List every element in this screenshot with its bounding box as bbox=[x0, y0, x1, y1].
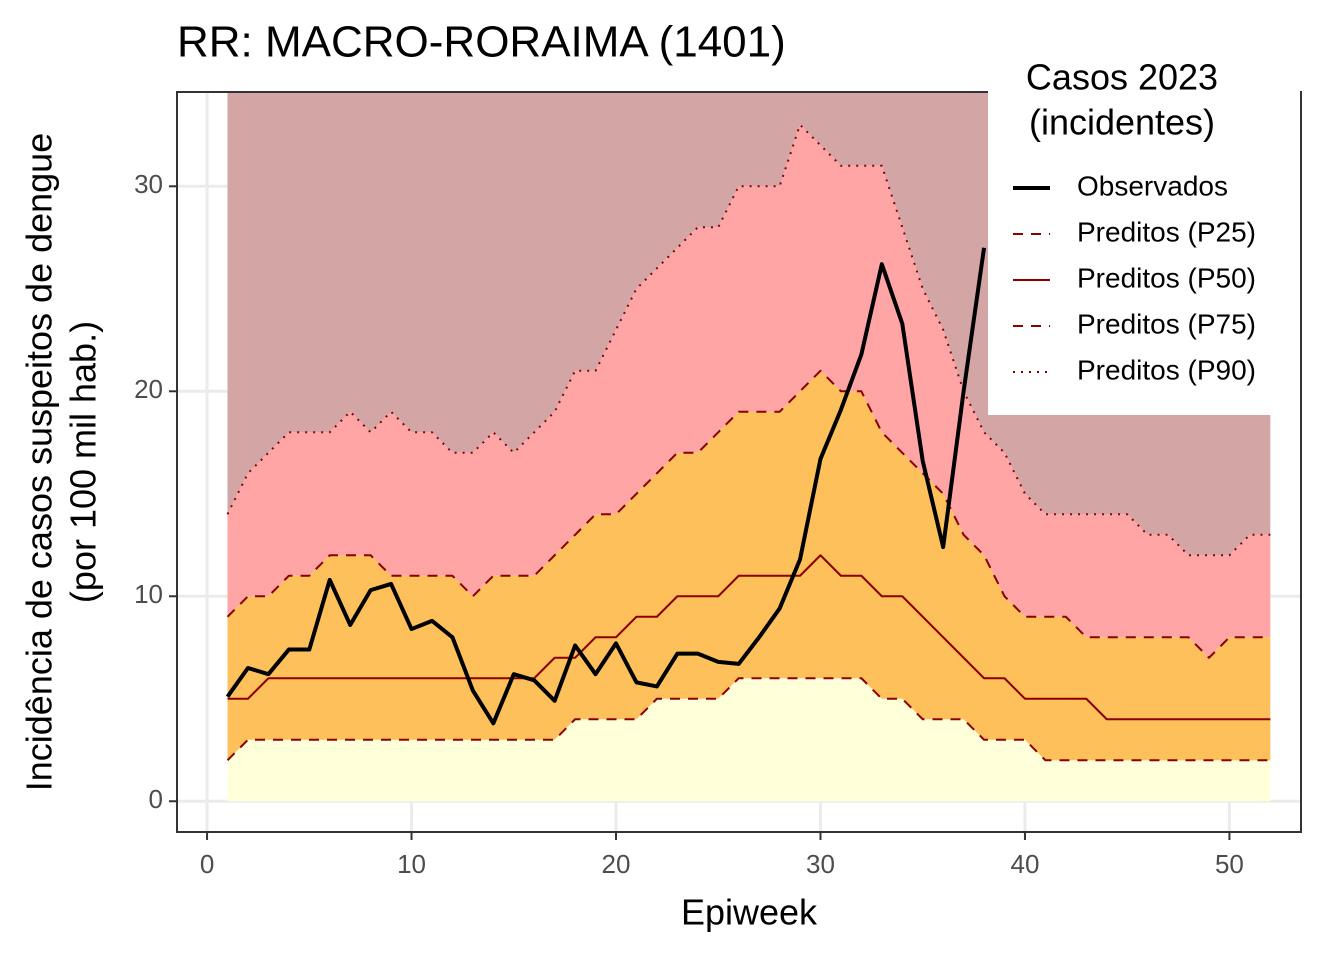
x-axis-label: Epiweek bbox=[681, 892, 818, 933]
legend-label: Preditos (P25) bbox=[1077, 216, 1256, 247]
chart-title: RR: MACRO-RORAIMA (1401) bbox=[177, 18, 786, 67]
y-tick-label: 0 bbox=[149, 784, 163, 814]
y-tick-label: 10 bbox=[134, 579, 163, 609]
series-line bbox=[227, 554, 1271, 721]
legend-label: Preditos (P90) bbox=[1077, 354, 1256, 385]
series-line bbox=[226, 677, 1271, 762]
legend-label: Preditos (P50) bbox=[1077, 262, 1256, 293]
legend-label: Preditos (P75) bbox=[1077, 308, 1256, 339]
y-axis-label: Incidência de casos suspeitos de dengue bbox=[19, 133, 60, 791]
legend-label: Observados bbox=[1077, 170, 1228, 201]
band bbox=[227, 124, 1271, 658]
x-tick-label: 30 bbox=[806, 849, 835, 879]
x-tick-label: 0 bbox=[200, 849, 214, 879]
x-tick-label: 10 bbox=[397, 849, 426, 879]
band bbox=[227, 370, 1271, 761]
y-tick-label: 20 bbox=[134, 374, 163, 404]
band bbox=[227, 678, 1271, 802]
x-tick-label: 40 bbox=[1010, 849, 1039, 879]
series-line bbox=[226, 369, 1271, 659]
y-tick-label: 30 bbox=[134, 169, 163, 199]
panel-border bbox=[176, 91, 1302, 833]
x-tick-label: 20 bbox=[602, 849, 631, 879]
x-tick-label: 50 bbox=[1215, 849, 1244, 879]
series-line bbox=[225, 247, 987, 726]
y-axis-label: (por 100 mil hab.) bbox=[63, 321, 104, 603]
legend-title: Casos 2023 bbox=[1026, 57, 1218, 98]
legend-title: (incidentes) bbox=[1029, 102, 1215, 143]
